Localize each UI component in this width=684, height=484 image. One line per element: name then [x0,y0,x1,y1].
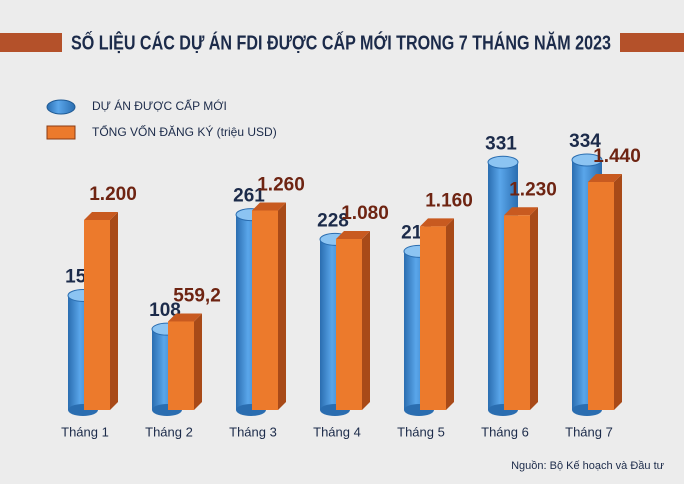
value-label: 331 [485,133,517,154]
bar-top [168,313,202,322]
bar-top [84,212,118,220]
value-label: 108 [149,300,181,321]
bar [336,231,370,410]
bar-side [110,212,118,410]
bar-side [362,231,370,410]
bar-front [504,215,530,410]
bar [588,174,622,410]
bar [487,155,519,416]
legend-swatch [46,99,76,115]
value-label: 1.440 [593,146,641,167]
x-tick-label: Tháng 1 [61,424,109,439]
bar-side [614,174,622,410]
bar [84,212,118,410]
bar-front [336,239,362,410]
bar-top [420,218,454,227]
bar-front [420,226,446,410]
source: Nguồn: Bộ Kế hoạch và Đầu tư [511,460,665,472]
legend-label: TỔNG VỐN ĐĂNG KÝ (triệu USD) [92,124,277,139]
x-tick-label: Tháng 4 [313,424,361,439]
legend-swatch [46,125,76,140]
title-bg [62,28,620,58]
x-tick-label: Tháng 3 [229,424,277,439]
bar-side [446,218,454,410]
bar-side [278,202,286,410]
bar-top [487,155,519,169]
bar-side [530,207,538,410]
bar-top [588,174,622,182]
x-tick-label: Tháng 6 [481,424,529,439]
value-label: 1.200 [89,184,137,205]
x-tick-label: Tháng 5 [397,424,445,439]
bar-top [571,153,603,167]
value-label: 559,2 [173,285,221,306]
x-tick-label: Tháng 7 [565,424,613,439]
value-label: 261 [233,186,265,207]
bar [420,218,454,410]
bar [504,207,538,410]
bar-front [168,321,194,410]
bar-side [194,313,202,410]
value-label: 228 [317,210,349,231]
value-label: 334 [569,131,601,152]
bar-top [252,202,286,211]
value-label: 1.080 [341,203,389,224]
value-label: 1.230 [509,179,557,200]
bar [252,202,286,410]
legend-label: DỰ ÁN ĐƯỢC CẤP MỚI [92,98,227,113]
chart-title: SỐ LIỆU CÁC DỰ ÁN FDI ĐƯỢC CẤP MỚI TRONG… [71,30,611,54]
value-label: 1.160 [425,190,473,211]
bar-top [336,231,370,239]
x-tick-label: Tháng 2 [145,424,193,439]
bar-front [84,220,110,410]
bar [168,313,202,410]
value-label: 1.260 [257,175,305,196]
bar-top [504,207,538,216]
bar-front [252,210,278,410]
bar-front [588,182,614,410]
